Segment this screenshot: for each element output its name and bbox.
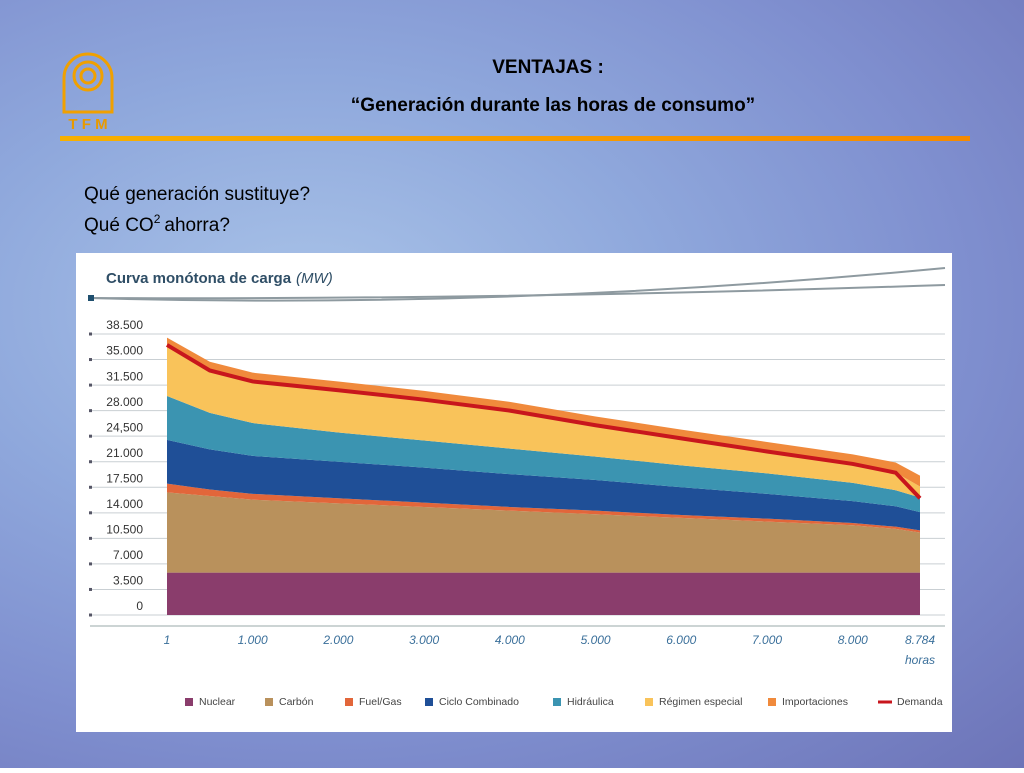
tick-dot [89, 613, 92, 617]
legend-swatch [265, 698, 273, 706]
legend-swatch [553, 698, 561, 706]
legend-label: Nuclear [199, 696, 236, 708]
area [167, 492, 920, 573]
question: Qué CO2 ahorra? [84, 212, 230, 236]
tick-dot [89, 409, 92, 413]
chart-title-text: Curva monótona de carga [106, 270, 292, 287]
legend-label: Fuel/Gas [359, 696, 402, 708]
y-tick-label: 28.000 [106, 395, 143, 409]
y-tick-label: 21.000 [106, 446, 143, 460]
logo: T F M [62, 52, 114, 133]
legend-label: Demanda [897, 696, 943, 708]
legend-label: Importaciones [782, 696, 848, 708]
demand-line [165, 343, 922, 500]
legend-label: Carbón [279, 696, 314, 708]
y-tick-label: 35.000 [106, 344, 143, 358]
x-tick-label: 4.000 [495, 633, 525, 647]
legend-swatch [768, 698, 776, 706]
logo-text: T F M [68, 116, 107, 133]
question: Qué generación sustituye? [84, 184, 310, 205]
legend-label: Hidráulica [567, 696, 614, 708]
area [167, 396, 920, 513]
x-tick-label: 5.000 [581, 633, 611, 647]
legend-label: Régimen especial [659, 696, 742, 708]
chart-title: Curva monótona de carga (MW) [106, 270, 333, 287]
heading: VENTAJAS : [492, 57, 604, 78]
tick-dot [89, 434, 92, 438]
divider [60, 136, 970, 141]
y-tick-label: 3.500 [113, 574, 143, 588]
x-axis-label: horas [905, 653, 935, 667]
superscript: 2 [154, 212, 161, 226]
subheading: “Generación durante las horas de consumo… [351, 95, 755, 116]
area [167, 337, 920, 487]
tick-dot [89, 383, 92, 387]
decor-swoosh [89, 284, 946, 300]
y-tick-label: 10.500 [106, 523, 143, 537]
tick-dot [89, 587, 92, 591]
x-tick-label: 6.000 [666, 633, 696, 647]
legend-swatch [185, 698, 193, 706]
y-tick-label: 14.000 [106, 497, 143, 511]
x-tick-label: 2.000 [322, 633, 353, 647]
y-tick-label: 38.500 [106, 318, 143, 332]
y-tick-label: 31.500 [106, 369, 143, 383]
area [167, 439, 920, 531]
x-tick-label: 7.000 [752, 633, 782, 647]
area [167, 572, 920, 615]
x-tick-label: 1 [164, 633, 171, 647]
tick-dot [89, 511, 92, 515]
y-tick-label: 0 [136, 599, 143, 613]
y-tick-label: 7.000 [113, 548, 143, 562]
tick-dot [89, 332, 92, 336]
y-tick-label: 17.500 [106, 471, 143, 485]
tick-dot [89, 536, 92, 540]
x-tick-label: 8.784 [905, 633, 935, 647]
legend-swatch [645, 698, 653, 706]
tick-dot [89, 358, 92, 362]
legend-swatch [345, 698, 353, 706]
x-tick-label: 3.000 [409, 633, 439, 647]
legend-label: Ciclo Combinado [439, 696, 519, 708]
x-tick-label: 8.000 [838, 633, 868, 647]
plot: 03.5007.00010.50014.00017.50021.00024,50… [89, 318, 945, 708]
x-tick-label: 1.000 [238, 633, 268, 647]
tick-dot [89, 460, 92, 464]
area [167, 344, 920, 498]
decor-marker [88, 295, 94, 301]
tick-dot [89, 485, 92, 489]
chart-unit: (MW) [296, 270, 333, 287]
tick-dot [89, 562, 92, 566]
question-text: Qué CO [84, 215, 154, 236]
y-tick-label: 24,500 [106, 420, 143, 434]
question-text: ahorra? [164, 215, 230, 236]
legend-swatch [425, 698, 433, 706]
